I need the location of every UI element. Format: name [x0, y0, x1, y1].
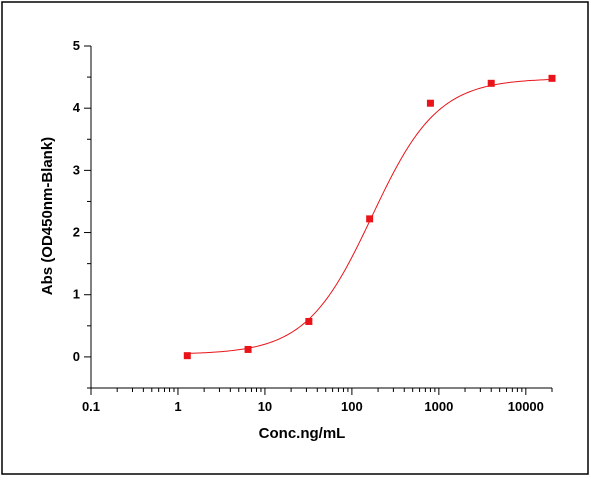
data-point [183, 352, 191, 360]
x-tick-label: 100 [341, 399, 363, 414]
axes-layer: 0 1 2 3 4 5 0.1 1 10 100 1000 10000 [73, 38, 553, 414]
data-point [366, 215, 374, 223]
y-tick-label: 2 [73, 225, 80, 240]
data-point [305, 317, 313, 325]
x-tick-label: 0.1 [82, 399, 100, 414]
outer-frame [1, 1, 589, 475]
x-axis-title: Conc.ng/mL [259, 425, 346, 442]
x-tick-label: 10000 [508, 399, 544, 414]
data-point [548, 74, 556, 82]
x-tick-label: 1 [174, 399, 181, 414]
x-tick-label: 10 [258, 399, 272, 414]
data-point [487, 79, 495, 87]
y-tick-label: 4 [73, 100, 81, 115]
y-axis-title: Abs (OD450nm-Blank) [39, 137, 56, 295]
y-tick-label: 5 [73, 38, 80, 53]
data-point [244, 345, 252, 353]
y-tick-label: 3 [73, 162, 80, 177]
y-tick-label: 1 [73, 287, 80, 302]
data-point [426, 99, 434, 107]
data-points-layer [183, 74, 556, 360]
y-tick-label: 0 [73, 349, 80, 364]
x-tick-label: 1000 [424, 399, 453, 414]
